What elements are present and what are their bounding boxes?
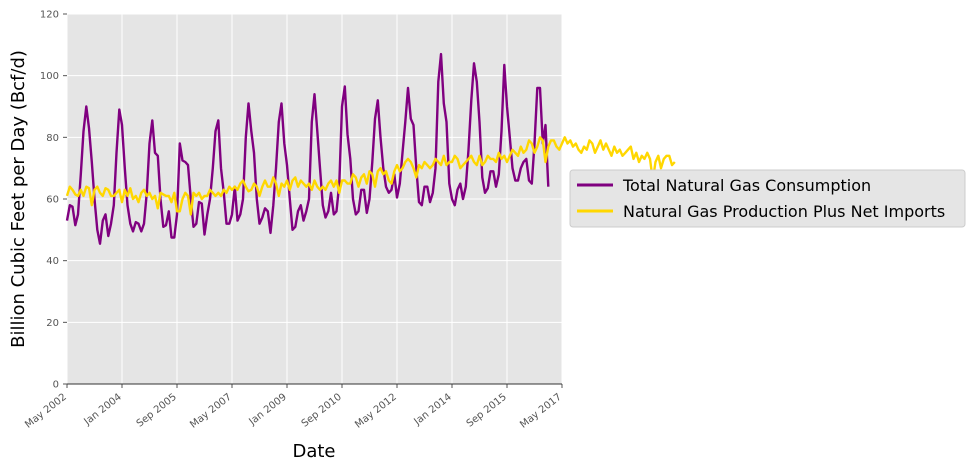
x-tick-label: May 2002 (23, 392, 69, 431)
x-tick-label: May 2012 (353, 392, 399, 431)
y-tick-label: 40 (46, 256, 59, 267)
legend-box (569, 169, 966, 228)
series-layer (65, 52, 676, 245)
y-tick-label: 0 (53, 380, 59, 391)
y-axis-ticks: 0 20 40 60 80 100 120 (40, 10, 67, 391)
x-tick-label: May 2017 (518, 392, 564, 431)
x-tick-label: Sep 2015 (465, 392, 509, 430)
x-tick-label: Jan 2009 (247, 392, 289, 428)
x-axis-ticks: May 2002 Jan 2004 Sep 2005 May 2007 Jan 2009… (23, 384, 564, 431)
legend-label-consumption: Total Natural Gas Consumption (622, 176, 871, 195)
legend-label-production: Natural Gas Production Plus Net Imports (623, 202, 945, 221)
legend: Total Natural Gas Consumption Natural Ga… (569, 169, 966, 228)
x-tick-label: Sep 2010 (300, 392, 344, 430)
y-tick-label: 80 (46, 133, 59, 144)
x-tick-label: Jan 2004 (82, 392, 124, 428)
x-tick-label: May 2007 (188, 392, 234, 431)
series-line-consumption (65, 52, 550, 245)
y-tick-label: 120 (40, 10, 59, 21)
x-axis-label: Date (292, 441, 335, 462)
y-tick-label: 100 (40, 71, 59, 82)
x-tick-label: Jan 2014 (412, 392, 454, 428)
x-tick-label: Sep 2005 (135, 392, 179, 430)
y-tick-label: 20 (46, 318, 59, 329)
series-line-production (65, 136, 676, 216)
y-axis-label: Billion Cubic Feet per Day (Bcf/d) (8, 50, 29, 348)
y-tick-label: 60 (46, 195, 59, 206)
